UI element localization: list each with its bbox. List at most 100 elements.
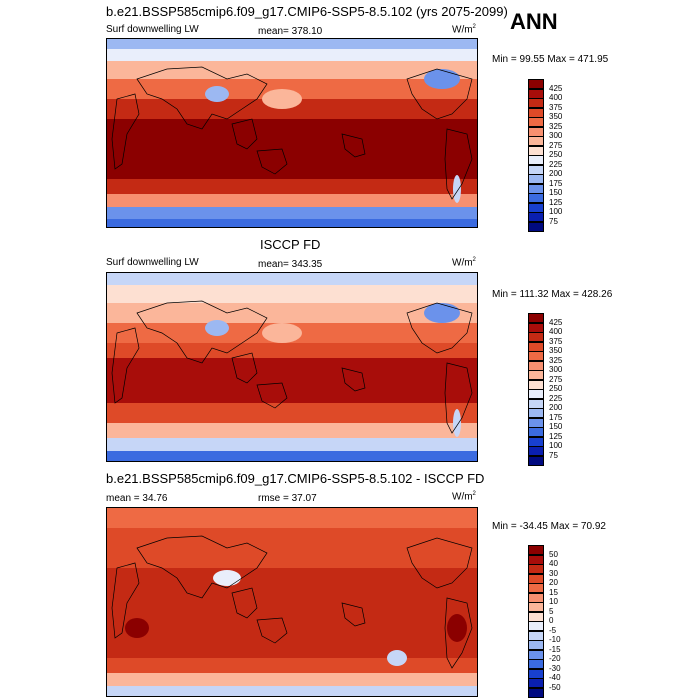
colorbar-swatch	[528, 389, 544, 399]
map-band	[107, 568, 477, 658]
map-field	[107, 39, 477, 227]
map-patch	[213, 570, 241, 586]
colorbar-tick-label: 150	[549, 188, 563, 197]
colorbar-swatch	[528, 592, 544, 603]
colorbar-swatch	[528, 360, 544, 371]
map-patch	[453, 409, 461, 437]
map-patch	[262, 323, 302, 343]
coastline	[136, 66, 268, 130]
colorbar-swatch	[528, 145, 544, 156]
coastline	[406, 302, 473, 354]
colorbar-swatch	[528, 117, 544, 127]
colorbar-tick-label: 425	[549, 83, 563, 93]
colorbar-swatch	[528, 107, 544, 118]
map-band	[107, 438, 477, 451]
colorbar-tick-label: 5	[549, 606, 554, 616]
map-band	[107, 658, 477, 673]
colorbar-tick-label: 325	[549, 355, 563, 365]
colorbar-tick-label: 75	[549, 216, 558, 226]
colorbar-tick-label: -30	[549, 663, 561, 673]
colorbar-swatch	[528, 398, 544, 409]
map-patch	[424, 303, 460, 323]
colorbar-swatch	[528, 417, 544, 428]
colorbar-swatch	[528, 79, 544, 89]
panel3-mean-label: mean = 34.76	[106, 493, 168, 504]
map-patch	[424, 69, 460, 89]
map-band	[107, 273, 477, 285]
coastline	[444, 362, 473, 434]
panel1-variable-label: Surf downwelling LW	[106, 24, 199, 35]
map-patch	[453, 175, 461, 203]
colorbar-swatch	[528, 564, 544, 574]
map-band	[107, 686, 477, 696]
map-band	[107, 207, 477, 219]
colorbar-tick-label: 125	[549, 197, 563, 207]
colorbar-tick-label: -5	[549, 625, 557, 635]
panel2-title: ISCCP FD	[260, 237, 321, 252]
map-band	[107, 451, 477, 461]
colorbar-swatch	[528, 436, 544, 447]
colorbar-swatch	[528, 212, 544, 222]
colorbar-tick-label: 400	[549, 93, 563, 102]
colorbar-swatch	[528, 332, 544, 342]
colorbar-swatch	[528, 126, 544, 137]
panel2-variable-label: Surf downwelling LW	[106, 257, 199, 268]
map-band	[107, 528, 477, 568]
panel1-units: W/m2	[452, 24, 476, 36]
colorbar-tick-label: -50	[549, 682, 561, 692]
colorbar-swatch	[528, 554, 544, 565]
panel2-map	[106, 272, 478, 462]
colorbar-tick-label: 150	[549, 422, 563, 431]
map-field	[107, 273, 477, 461]
map-patch	[205, 320, 229, 336]
colorbar-swatch	[528, 322, 544, 333]
coastline	[111, 327, 140, 404]
colorbar-tick-label: 175	[549, 412, 563, 422]
map-patch	[262, 89, 302, 109]
colorbar-tick-label: 400	[549, 327, 563, 336]
panel1-title: b.e21.BSSP585cmip6.f09_g17.CMIP6-SSP5-8.…	[106, 4, 508, 19]
panel3-title: b.e21.BSSP585cmip6.f09_g17.CMIP6-SSP5-8.…	[106, 471, 485, 486]
colorbar-tick-label: 225	[549, 393, 563, 403]
coastline	[256, 617, 288, 644]
colorbar-tick-label: 100	[549, 207, 563, 216]
map-patch	[447, 614, 467, 642]
coastline	[406, 537, 473, 589]
colorbar-swatch	[528, 164, 544, 175]
map-band	[107, 219, 477, 227]
coastline	[231, 587, 258, 619]
map-band	[107, 194, 477, 207]
colorbar-swatch	[528, 183, 544, 194]
colorbar-tick-label: 50	[549, 549, 558, 559]
colorbar-swatch	[528, 88, 544, 99]
colorbar-swatch	[528, 573, 544, 584]
colorbar-swatch	[528, 649, 544, 660]
colorbar-tick-label: 425	[549, 317, 563, 327]
map-band	[107, 61, 477, 79]
colorbar-swatch	[528, 155, 544, 165]
coastline	[256, 148, 288, 175]
coastline	[111, 562, 140, 639]
colorbar-tick-label: 275	[549, 140, 563, 150]
panel3-map	[106, 507, 478, 697]
coastline	[341, 602, 366, 627]
colorbar-tick-label: 275	[549, 374, 563, 384]
colorbar-swatch	[528, 640, 544, 650]
map-band	[107, 423, 477, 438]
map-band	[107, 49, 477, 61]
colorbar-tick-label: 250	[549, 150, 563, 159]
map-field	[107, 508, 477, 696]
colorbar-tick-label: -40	[549, 673, 561, 682]
coastline	[341, 133, 366, 158]
colorbar-tick-label: 175	[549, 178, 563, 188]
colorbar-swatch	[528, 611, 544, 622]
colorbar-tick-label: 225	[549, 159, 563, 169]
colorbar-swatch	[528, 678, 544, 688]
colorbar-swatch	[528, 408, 544, 418]
map-band	[107, 403, 477, 423]
colorbar-tick-label: -20	[549, 654, 561, 663]
coastline	[256, 382, 288, 409]
colorbar-tick-label: 300	[549, 131, 563, 140]
colorbar-swatch	[528, 341, 544, 352]
colorbar-tick-label: 325	[549, 121, 563, 131]
